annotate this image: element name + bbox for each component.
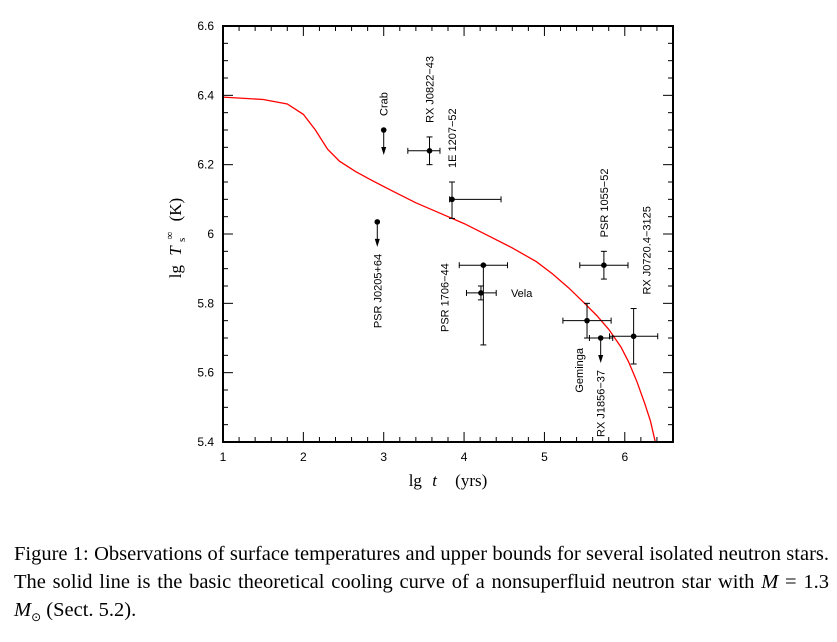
- x-tick-label: 6: [621, 450, 628, 464]
- caption-prefix: Figure 1:: [14, 543, 89, 565]
- x-tick-label: 2: [300, 450, 307, 464]
- y-axis-label-sup: ∞: [164, 231, 176, 239]
- caption-math-eq: = 1.3: [778, 571, 830, 593]
- marker: [630, 333, 637, 340]
- point-label: RX J0720.4−3125: [642, 206, 654, 294]
- plot-frame: [222, 25, 674, 443]
- x-tick-label: 5: [541, 450, 548, 464]
- point-label: Vela: [511, 288, 533, 300]
- y-axis-label-sub: s: [176, 238, 188, 242]
- marker: [601, 262, 607, 269]
- x-axis-label: lg t (yrs): [409, 471, 488, 490]
- marker: [480, 262, 487, 269]
- down-arrow-icon: [381, 147, 387, 155]
- data-point: PSR J0205+64: [372, 219, 384, 328]
- point-label: PSR J0205+64: [372, 254, 384, 328]
- marker: [584, 317, 590, 324]
- data-point: PSR 1706−44: [439, 262, 508, 346]
- caption-math-var: M: [761, 571, 779, 593]
- y-axis-label-unit: (K): [166, 198, 185, 222]
- point-label: RX J0822−43: [425, 56, 437, 123]
- marker: [478, 290, 484, 296]
- data-point: PSR 1055−52: [579, 169, 629, 280]
- x-tick-label: 3: [380, 450, 387, 464]
- y-tick-label: 5.4: [197, 435, 214, 449]
- marker: [597, 335, 604, 341]
- x-tick-label: 1: [220, 450, 227, 464]
- data-point: Geminga: [562, 302, 612, 393]
- y-tick-label: 6.4: [197, 88, 214, 102]
- x-axis-label-var: t: [432, 471, 438, 490]
- data-point: RX J0720.4−3125: [609, 206, 659, 365]
- point-label: PSR 1706−44: [439, 263, 451, 332]
- data-points: Crab RX J0822−43 1E 1207−52 PSR J0205+64 PSR…: [372, 56, 659, 437]
- caption-text: Observations of surface temperatures and…: [14, 543, 830, 593]
- y-tick-label: 5.6: [197, 366, 214, 380]
- point-label: 1E 1207−52: [447, 108, 459, 168]
- data-point: 1E 1207−52: [447, 108, 502, 219]
- marker: [426, 148, 433, 154]
- point-label: RX J1856−37: [596, 370, 608, 437]
- caption-math-sun: ⊙: [31, 610, 42, 625]
- y-tick-label: 5.8: [197, 296, 214, 310]
- down-arrow-icon: [598, 355, 604, 363]
- x-axis-label-unit: (yrs): [455, 471, 487, 490]
- y-axis-label-var: T: [166, 245, 185, 256]
- marker: [449, 196, 455, 203]
- point-label: Geminga: [574, 347, 586, 393]
- cooling-chart: 1 2 3 4 5 6 5.4 5.6 5.8 6 6.2 6.4 6.6 Crab RX J0822−4…: [158, 19, 674, 490]
- y-tick-label: 6.2: [197, 158, 214, 172]
- point-label: PSR 1055−52: [599, 169, 611, 238]
- marker: [374, 219, 381, 225]
- caption-section: (Sect. 5.2).: [46, 599, 137, 621]
- y-tick-label: 6: [207, 227, 214, 241]
- cooling-curve: [222, 96, 656, 443]
- y-axis-label-lg: lg: [166, 264, 185, 278]
- point-label: Crab: [379, 92, 391, 116]
- data-point: Crab: [379, 92, 391, 155]
- marker: [380, 127, 387, 133]
- figure-caption: Figure 1: Observations of surface temper…: [14, 540, 829, 631]
- tick-labels: 1 2 3 4 5 6 5.4 5.6 5.8 6 6.2 6.4 6.6: [197, 19, 628, 464]
- data-point: Vela: [465, 285, 533, 301]
- x-axis-label-lg: lg: [409, 471, 423, 490]
- data-point: RX J1856−37: [588, 335, 614, 437]
- x-tick-label: 4: [461, 450, 468, 464]
- caption-math-mass: M: [14, 599, 32, 621]
- y-axis-label: lg T s ∞ (K): [158, 198, 189, 278]
- y-tick-label: 6.6: [197, 19, 214, 33]
- down-arrow-icon: [374, 238, 380, 247]
- data-point: RX J0822−43: [407, 56, 441, 166]
